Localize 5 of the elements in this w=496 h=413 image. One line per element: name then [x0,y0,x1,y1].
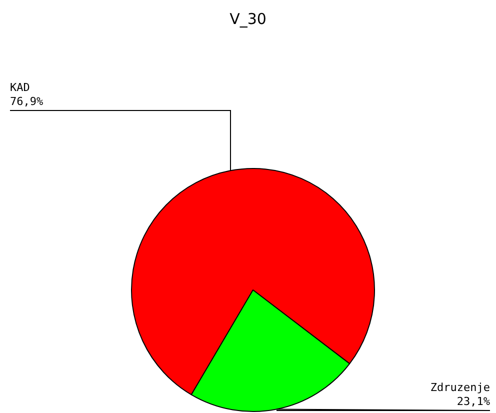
data-label: 76,9% [10,95,44,108]
data-label: 23,1% [456,395,490,408]
slice-label: KAD [10,81,30,94]
slice-label: Zdruzenje [430,381,490,394]
chart-title: V_30 [228,10,268,28]
